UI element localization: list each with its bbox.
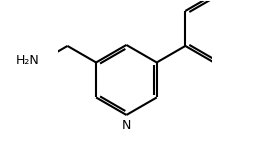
Text: H₂N: H₂N (16, 54, 40, 67)
Text: N: N (122, 119, 131, 132)
